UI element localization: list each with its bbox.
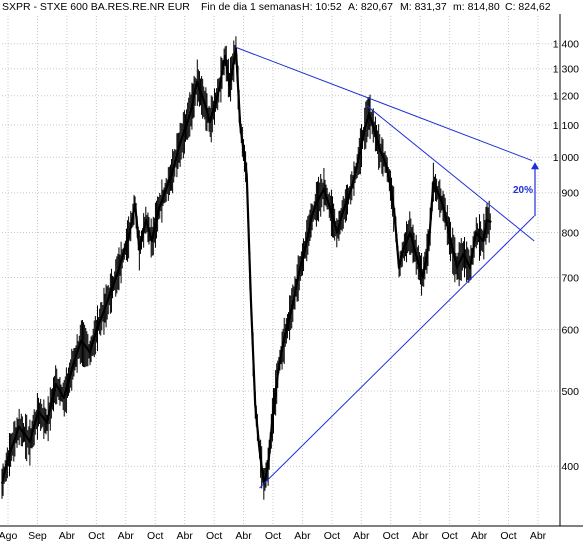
x-tick-label: Abr <box>471 530 488 542</box>
x-tick-label: Sep <box>28 530 47 542</box>
header-high: H: 10:52 <box>302 1 342 13</box>
x-tick-label: Abr <box>353 530 370 542</box>
x-tick-label: Oct <box>88 530 104 542</box>
projection-annotation: 20% <box>513 162 539 216</box>
x-tick-label: Oct <box>383 530 399 542</box>
y-tick-label: 400 <box>561 461 579 473</box>
y-tick-label: 800 <box>561 227 579 239</box>
x-tick-label: Oct <box>500 530 516 542</box>
trendline-descending-resistance <box>366 105 535 242</box>
header-ticker: SXPR - STXE 600 BA.RES.RE.NR EUR <box>2 1 190 13</box>
y-tick-label: 700 <box>561 272 579 284</box>
annotation-label: 20% <box>513 185 533 196</box>
header-close: C: 824,62 <box>505 1 551 13</box>
arrow-head-icon <box>531 162 539 170</box>
x-tick-label: Oct <box>441 530 457 542</box>
trendline-ascending-support <box>259 215 535 489</box>
trendlines <box>235 46 535 489</box>
x-tick-label: Abr <box>59 530 76 542</box>
y-tick-label: 1.100 <box>553 120 579 132</box>
y-tick-label: 1.400 <box>553 39 579 51</box>
x-tick-label: Abr <box>176 530 193 542</box>
x-tick-label: Abr <box>235 530 252 542</box>
y-tick-label: 1.200 <box>553 91 579 103</box>
x-tick-label: Ago <box>0 530 17 542</box>
header-min: m: 814,80 <box>453 1 500 13</box>
chart-grid <box>2 16 560 526</box>
x-tick-label: Abr <box>118 530 135 542</box>
header-period: Fin de dia 1 semanas <box>201 1 301 13</box>
trendline-upper-resistance <box>235 46 533 162</box>
x-tick-label: Oct <box>265 530 281 542</box>
x-tick-label: Oct <box>206 530 222 542</box>
price-series <box>0 36 492 500</box>
x-tick-label: Abr <box>412 530 429 542</box>
y-tick-label: 600 <box>561 324 579 336</box>
y-tick-label: 500 <box>561 386 579 398</box>
header-m: M: 831,37 <box>400 1 447 13</box>
x-tick-label: Oct <box>147 530 163 542</box>
y-tick-label: 1.300 <box>553 64 579 76</box>
chart-header: SXPR - STXE 600 BA.RES.RE.NR EUR Fin de … <box>2 1 551 13</box>
x-tick-label: Abr <box>530 530 547 542</box>
x-tick-label: Abr <box>294 530 311 542</box>
y-axis-labels: 400 500 600 700 800 900 1.000 1.100 1.200 1.300 1.… <box>553 39 579 473</box>
y-tick-label: 900 <box>561 188 579 200</box>
x-axis-labels: Ago Sep Abr Oct Abr Oct Abr Oct Abr Oct Abr Oct Abr O… <box>0 530 547 542</box>
header-a: A: 820,67 <box>348 1 393 13</box>
y-tick-label: 1.000 <box>553 152 579 164</box>
x-tick-label: Oct <box>324 530 340 542</box>
